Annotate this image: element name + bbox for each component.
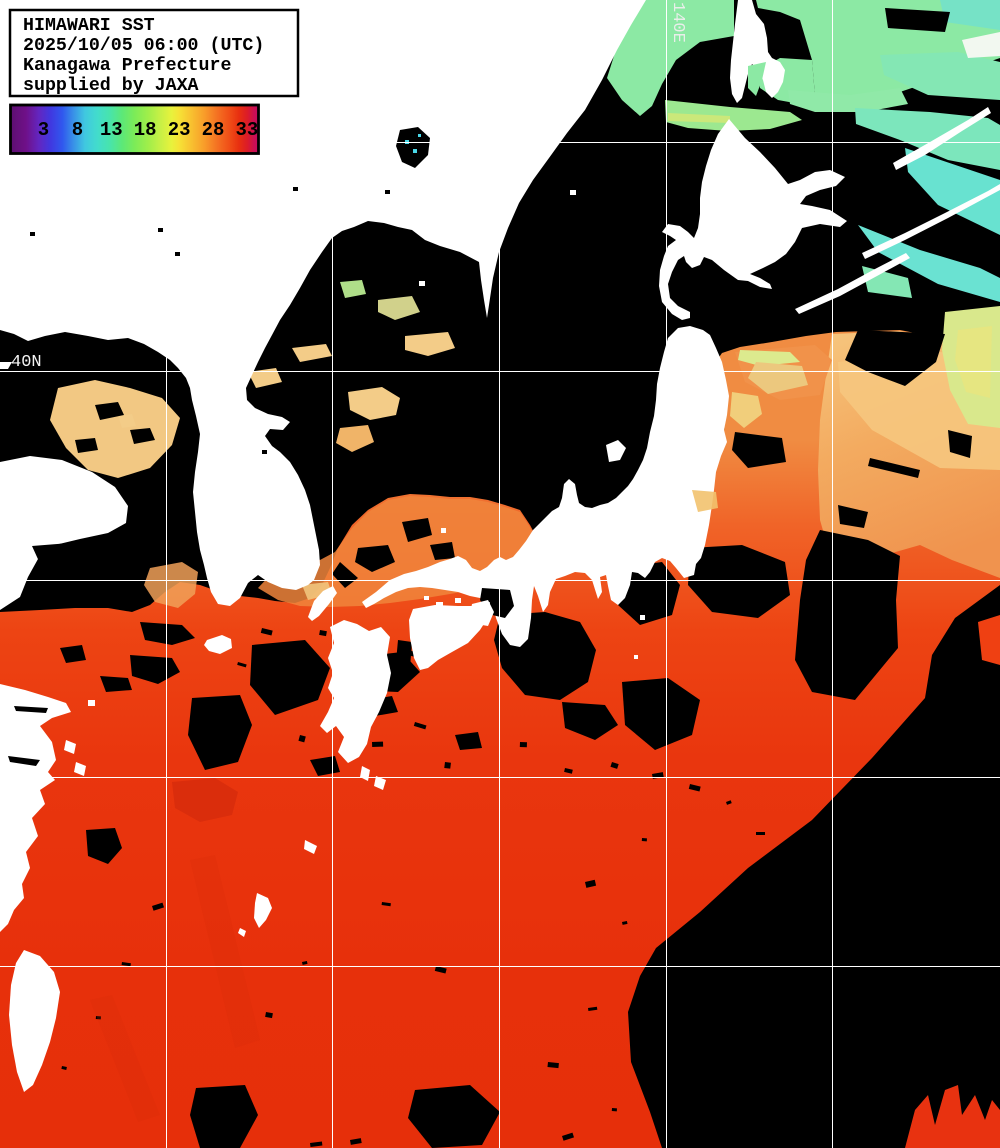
- svg-text:40N: 40N: [11, 353, 42, 372]
- svg-text:140E: 140E: [668, 2, 687, 43]
- svg-text:3: 3: [38, 119, 49, 141]
- svg-text:28: 28: [202, 119, 225, 141]
- svg-text:supplied by JAXA: supplied by JAXA: [23, 76, 199, 96]
- svg-text:13: 13: [100, 119, 123, 141]
- svg-text:Kanagawa Prefecture: Kanagawa Prefecture: [23, 56, 231, 76]
- svg-text:2025/10/05 06:00 (UTC): 2025/10/05 06:00 (UTC): [23, 36, 264, 56]
- svg-text:HIMAWARI SST: HIMAWARI SST: [23, 16, 155, 36]
- svg-text:23: 23: [168, 119, 191, 141]
- svg-text:8: 8: [72, 119, 83, 141]
- svg-text:33: 33: [235, 119, 258, 141]
- svg-text:18: 18: [134, 119, 157, 141]
